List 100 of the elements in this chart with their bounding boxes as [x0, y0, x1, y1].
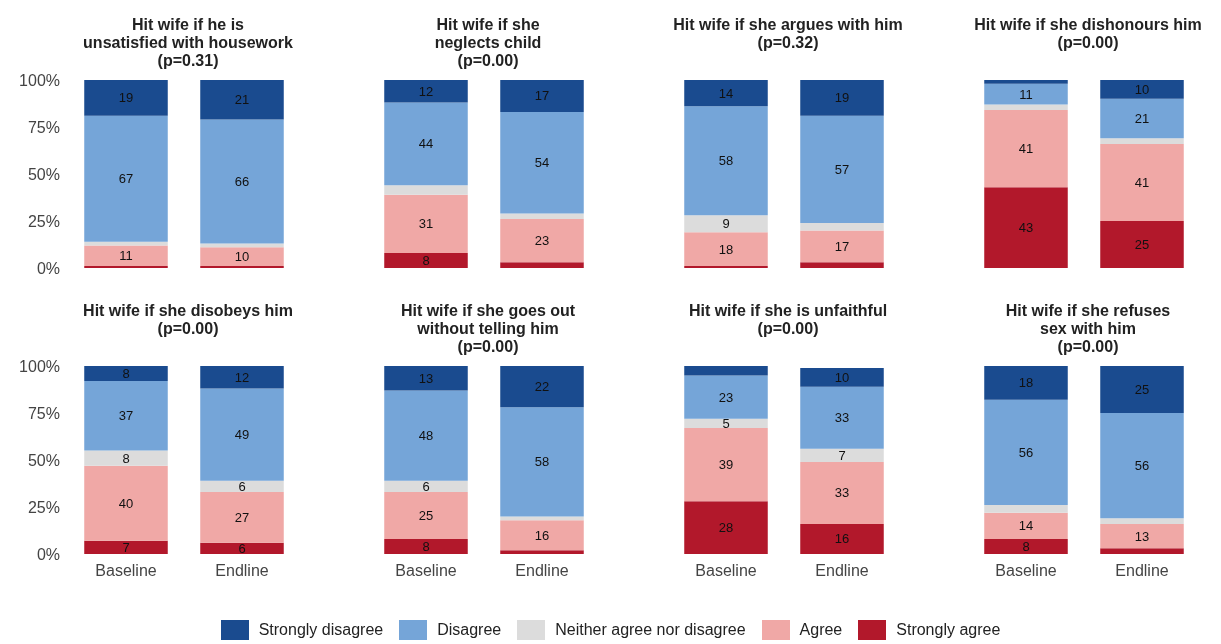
bar [1100, 143, 1184, 221]
bar [384, 480, 468, 492]
x-tick-label: Endline [215, 561, 269, 579]
x-tick-label: Endline [815, 561, 869, 579]
bar [384, 538, 468, 554]
bar [1100, 366, 1184, 413]
data-label: 41 [1134, 174, 1150, 190]
data-label: 16 [834, 531, 850, 547]
data-label: 7 [838, 447, 846, 463]
data-label: 58 [534, 454, 550, 470]
bar [500, 516, 584, 521]
data-label: 58 [718, 153, 734, 169]
data-label: 57 [834, 161, 850, 177]
data-label: 56 [1018, 444, 1034, 460]
bar [200, 388, 284, 481]
data-label: 16 [534, 527, 550, 543]
data-label: 8 [122, 450, 130, 466]
bar [684, 366, 768, 376]
bar [84, 80, 168, 116]
bar [500, 219, 584, 263]
bar [384, 185, 468, 195]
data-label: 33 [834, 485, 850, 501]
y-tick-label: 25% [27, 498, 60, 516]
data-label: 10 [834, 369, 850, 385]
bar [200, 80, 284, 120]
bar [800, 222, 884, 231]
data-label: 5 [722, 415, 730, 431]
legend-label: Agree [799, 621, 843, 639]
bar [684, 106, 768, 216]
x-tick-label: Endline [515, 561, 569, 579]
data-label: 48 [418, 428, 434, 444]
y-tick-label: 50% [27, 451, 60, 469]
bar [84, 540, 168, 554]
chart-title: Hit wife if she refuses sex with him (p=0.00) [1005, 301, 1171, 355]
data-label: 12 [234, 369, 250, 385]
data-label: 22 [534, 379, 550, 395]
data-label: 10 [234, 249, 250, 265]
chart-title: Hit wife if she disobeys him (p=0.00) [83, 301, 293, 337]
bar [500, 213, 584, 220]
bar [84, 115, 168, 242]
data-label: 21 [234, 92, 250, 108]
data-label: 27 [234, 509, 250, 525]
bar [1100, 221, 1184, 268]
bar [200, 366, 284, 389]
bar [500, 111, 584, 214]
data-label: 19 [834, 90, 850, 106]
data-label: 18 [1018, 375, 1034, 391]
bar [800, 523, 884, 554]
bar [684, 232, 768, 267]
legend-label: Neither agree nor disagree [555, 621, 746, 639]
bar [500, 262, 584, 268]
y-tick-label: 50% [27, 165, 60, 183]
bar [1100, 98, 1184, 139]
bar [84, 450, 168, 466]
chart-title: Hit wife if she argues with him (p=0.32) [673, 15, 903, 51]
bar [684, 428, 768, 502]
data-label: 37 [118, 408, 134, 424]
bar [500, 520, 584, 551]
bar [84, 245, 168, 267]
bar [500, 80, 584, 112]
x-tick-label: Baseline [95, 561, 157, 579]
bar [800, 230, 884, 263]
bar [1100, 548, 1184, 554]
bar [384, 194, 468, 253]
bar [984, 366, 1068, 400]
data-label: 8 [1022, 538, 1030, 554]
x-tick-label: Baseline [395, 561, 457, 579]
chart-title: Hit wife if she is unfaithful (p=0.00) [688, 301, 888, 337]
data-label: 25 [1134, 382, 1150, 397]
bar [500, 407, 584, 517]
bar [684, 215, 768, 233]
data-label: 56 [1134, 458, 1150, 474]
data-label: 17 [834, 238, 850, 254]
bar [84, 465, 168, 541]
bar [500, 550, 584, 554]
bar [1100, 138, 1184, 144]
data-label: 40 [118, 495, 134, 511]
data-label: 44 [418, 136, 434, 152]
bar [800, 115, 884, 223]
bar [800, 80, 884, 116]
bar [200, 247, 284, 267]
data-label: 6 [238, 478, 246, 494]
data-label: 8 [122, 366, 130, 382]
y-tick-label: 0% [36, 259, 60, 277]
bar [684, 375, 768, 419]
bar [984, 110, 1068, 188]
data-label: 43 [1018, 220, 1034, 236]
bar [800, 448, 884, 462]
data-label: 23 [718, 389, 734, 405]
data-label: 6 [238, 540, 246, 556]
data-label: 31 [418, 216, 434, 232]
bar [200, 491, 284, 543]
bar [984, 505, 1068, 513]
data-label: 17 [534, 88, 550, 104]
bar [500, 366, 584, 408]
x-tick-label: Baseline [695, 561, 757, 579]
data-label: 41 [1018, 141, 1034, 157]
bar [1100, 80, 1184, 99]
data-label: 33 [834, 410, 850, 426]
data-label: 54 [534, 155, 550, 171]
